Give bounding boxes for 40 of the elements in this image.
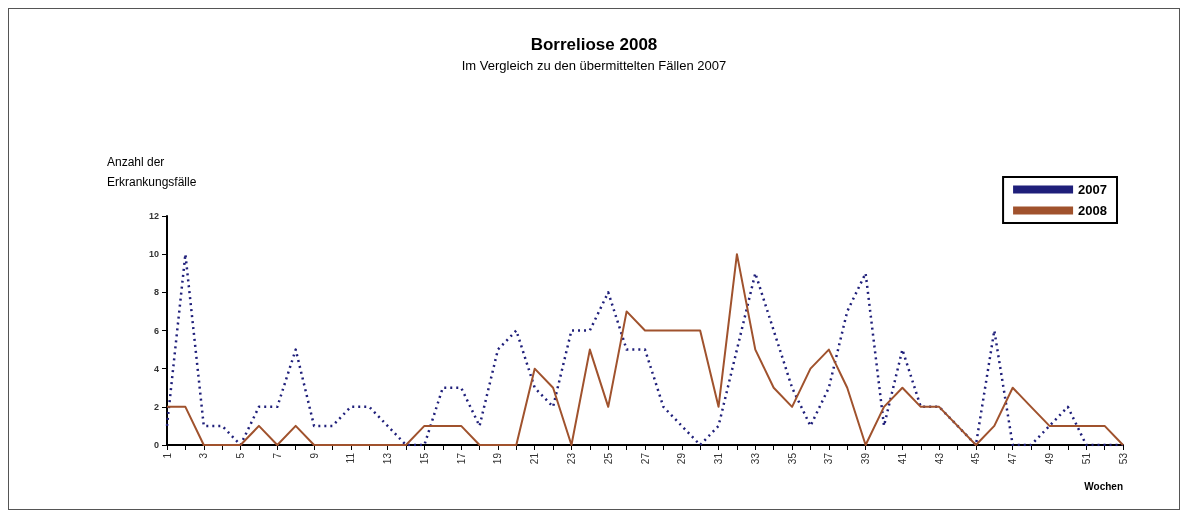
x-tick-label: 7 [271,452,283,459]
chart-subtitle: Im Vergleich zu den übermittelten Fällen 2007 [461,58,727,73]
x-tick-label: 11 [345,452,357,464]
y-tick-label: 10 [148,249,159,260]
x-tick-label: 33 [749,452,761,465]
x-tick-label: 3 [198,452,210,459]
x-axis-title: Wochen [1084,480,1123,492]
x-tick-label: 13 [382,452,394,465]
y-tick-label: 0 [153,440,159,450]
x-tick-label: 15 [418,452,430,465]
x-tick-label: 5 [235,452,247,459]
x-tick-label: 41 [896,452,908,465]
x-tick-label: 9 [308,452,320,459]
x-tick-label: 17 [455,452,467,465]
x-tick-label: 35 [786,452,798,465]
x-tick-label: 43 [933,452,945,465]
x-tick-label: 1 [161,452,173,459]
x-tick-label: 25 [602,452,614,465]
x-tick-label: 27 [639,452,651,465]
x-tick-label: 53 [1117,452,1129,465]
x-tick-label: 45 [970,452,982,465]
legend-label: 2007 [1078,182,1107,197]
x-tick-label: 51 [1080,452,1092,465]
x-tick-label: 37 [823,452,835,465]
y-tick-label: 4 [153,363,159,374]
x-tick-label: 21 [529,452,541,465]
x-tick-label: 19 [492,452,504,465]
y-tick-label: 8 [153,287,159,298]
y-tick-label: 2 [153,401,159,412]
legend-label: 2008 [1078,203,1107,218]
y-tick-label: 12 [148,211,159,221]
x-tick-label: 47 [1007,452,1019,465]
y-axis-title: Anzahl der Erkrankungsfälle [107,155,197,189]
chart-title: Borreliose 2008 [530,35,658,54]
x-tick-label: 39 [860,452,872,465]
y-tick-label: 6 [153,325,159,336]
x-tick-label: 31 [713,452,725,465]
x-tick-label: 23 [565,452,577,465]
x-tick-label: 29 [676,452,688,465]
x-tick-label: 49 [1043,452,1055,465]
